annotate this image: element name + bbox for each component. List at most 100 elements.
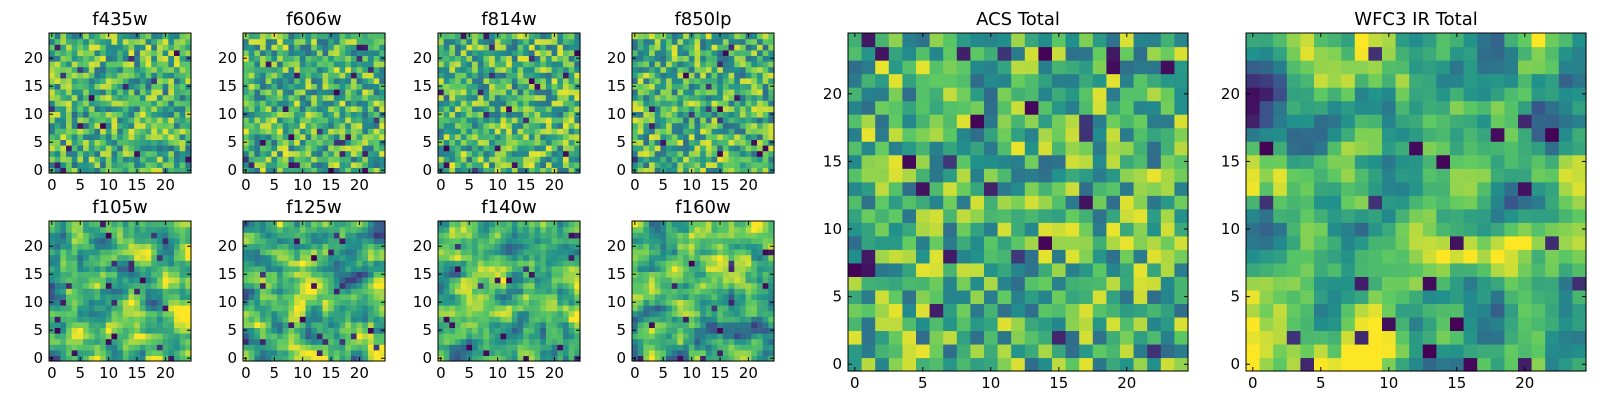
heatmap-cell [483,249,490,256]
heatmap-cell [66,265,73,272]
heatmap-cell [111,277,118,284]
heatmap-cell [271,77,278,84]
heatmap-cell [528,293,536,300]
heatmap-cell [562,145,570,152]
heatmap-cell [151,145,158,152]
heatmap-cell [156,94,164,101]
heatmap-cell [179,122,186,129]
heatmap-cell [660,333,667,340]
heatmap-cell [562,310,570,317]
heatmap-cell [105,128,113,135]
heatmap-cell [339,249,346,256]
heatmap-cell [277,55,284,62]
heatmap-cell [449,145,456,152]
heatmap-cell [494,38,502,45]
heatmap-cell [71,226,78,233]
heatmap-cell [151,344,158,351]
heatmap-cell [517,66,524,73]
heatmap-cell [105,38,113,45]
heatmap-cell [260,122,267,129]
heatmap-cell [379,310,386,317]
heatmap-cell [88,122,96,129]
heatmap-cell [568,100,575,107]
heatmap-cell [717,299,724,306]
heatmap-cell [677,38,684,45]
heatmap-cell [632,277,639,284]
heatmap-cell [506,293,513,300]
heatmap-cell [688,145,696,152]
heatmap-cell [260,321,267,328]
x-tick-label: 10 [99,364,118,382]
heatmap-cell [728,277,735,284]
heatmap-cell [568,243,575,250]
heatmap-cell [362,156,369,163]
heatmap-cell [523,338,530,345]
heatmap-cell [694,77,701,84]
heatmap-cell [122,66,130,73]
heatmap-cell [660,338,667,345]
heatmap-cell [111,349,118,356]
heatmap-cell [243,226,250,233]
heatmap-cell [333,249,341,256]
heatmap-cell [179,49,186,56]
heatmap-cell [517,139,524,146]
heatmap-cell [60,249,67,256]
heatmap-cell [574,265,581,272]
heatmap-cell [271,145,278,152]
heatmap-cell [666,161,673,168]
heatmap-cell [762,94,769,101]
heatmap-cell [185,89,192,96]
heatmap-cell [472,145,479,152]
heatmap-cell [117,139,124,146]
heatmap-cell [294,161,301,168]
heatmap-cell [438,44,445,51]
heatmap-cell [717,117,724,124]
heatmap-cell [111,128,118,135]
heatmap-cell [265,333,272,340]
heatmap-cell [151,150,158,157]
heatmap-cell [534,333,541,340]
heatmap-cell [134,277,141,284]
heatmap-cell [472,83,479,90]
heatmap-cell [83,321,90,328]
heatmap-cell [660,89,667,96]
heatmap-cell [156,150,164,157]
heatmap-cell [185,288,192,295]
heatmap-cell [511,44,519,51]
heatmap-cell [122,338,130,345]
heatmap-cell [466,288,473,295]
heatmap-cell [356,249,363,256]
heatmap-cell [83,305,90,312]
heatmap-cell [443,77,450,84]
heatmap-cell [654,117,661,124]
heatmap-cell [443,293,450,300]
heatmap-cell [117,316,124,323]
heatmap-cell [248,44,255,51]
heatmap-cell [477,133,485,140]
heatmap-cell [722,55,730,62]
heatmap-cell [472,316,479,323]
heatmap-cell [156,293,164,300]
heatmap-cell [545,305,553,312]
heatmap-cell [460,243,467,250]
heatmap-cell [248,305,255,312]
heatmap-cell [173,117,181,124]
heatmap-cell [705,305,713,312]
heatmap-cell [54,321,61,328]
heatmap-cell [455,150,462,157]
heatmap-cell [333,133,341,140]
heatmap-cell [534,349,541,356]
heatmap-cell [117,260,124,267]
heatmap-cell [477,333,485,340]
heatmap-cell [494,349,502,356]
heatmap-cell [654,77,661,84]
heatmap-cell [345,288,352,295]
heatmap-cell [666,156,673,163]
heatmap-cell [288,288,295,295]
heatmap-cell [254,344,261,351]
heatmap-cell [362,288,369,295]
heatmap-cell [637,100,644,107]
heatmap-cell [71,117,78,124]
heatmap-cell [100,128,107,135]
heatmap-cell [528,271,536,278]
